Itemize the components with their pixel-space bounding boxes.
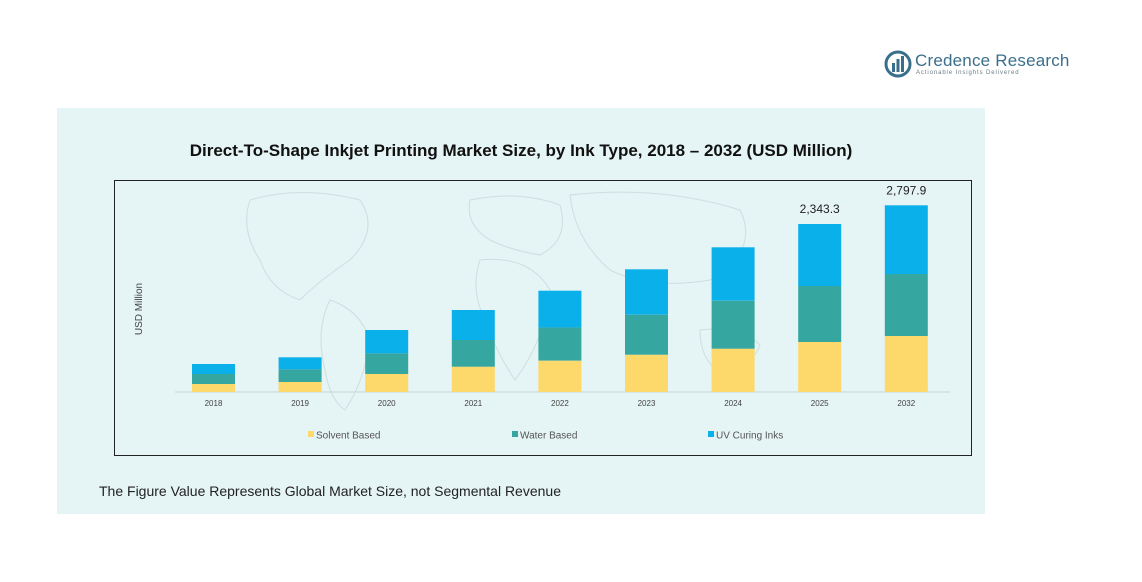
bar-solvent-based-2019 <box>278 382 322 392</box>
legend-swatch-water-based <box>512 431 518 437</box>
bar-water-based-2025 <box>798 286 842 342</box>
x-tick-label: 2032 <box>897 399 915 408</box>
x-tick-label: 2019 <box>291 399 309 408</box>
bar-water-based-2023 <box>625 314 668 355</box>
bar-water-based-2019 <box>278 369 322 382</box>
bar-uv-curing-inks-2023 <box>625 269 668 315</box>
bar-water-based-2021 <box>451 340 495 367</box>
x-tick-label: 2023 <box>638 399 656 408</box>
bar-solvent-based-2020 <box>365 374 409 392</box>
world-map-watermark <box>246 191 761 411</box>
data-label-2025: 2,343.3 <box>800 202 840 216</box>
bar-uv-curing-inks-2019 <box>278 357 322 370</box>
legend-label-uv-curing-inks: UV Curing Inks <box>716 431 783 442</box>
bar-solvent-based-2022 <box>538 360 582 392</box>
bar-uv-curing-inks-2024 <box>711 247 755 301</box>
bar-water-based-2020 <box>365 353 409 374</box>
legend-label-solvent-based: Solvent Based <box>316 431 381 442</box>
bar-uv-curing-inks-2020 <box>365 330 409 354</box>
bar-water-based-2018 <box>192 374 235 384</box>
legend-swatch-uv-curing-inks <box>708 431 714 437</box>
bar-uv-curing-inks-2018 <box>192 364 235 374</box>
x-tick-label: 2020 <box>378 399 396 408</box>
bar-water-based-2032 <box>884 274 928 336</box>
bar-solvent-based-2025 <box>798 342 842 392</box>
chart-frame <box>114 180 972 456</box>
bar-solvent-based-2021 <box>451 366 495 392</box>
bar-solvent-based-2032 <box>884 336 928 392</box>
x-tick-label: 2022 <box>551 399 569 408</box>
legend-label-water-based: Water Based <box>520 431 577 442</box>
x-tick-label: 2018 <box>205 399 223 408</box>
brand-logo: Credence Research Actionable Insights De… <box>884 50 1084 80</box>
bar-uv-curing-inks-2022 <box>538 290 582 328</box>
chart-title: Direct-To-Shape Inkjet Printing Market S… <box>189 141 853 160</box>
bar-solvent-based-2023 <box>625 354 668 392</box>
bar-chart-logo-icon <box>884 50 912 78</box>
bar-solvent-based-2018 <box>192 384 235 392</box>
bar-water-based-2022 <box>538 327 582 361</box>
bar-uv-curing-inks-2025 <box>798 224 842 286</box>
y-axis-label: USD Million <box>134 283 145 335</box>
bar-solvent-based-2024 <box>711 348 755 392</box>
data-label-2032: 2,797.9 <box>886 183 926 197</box>
brand-name: Credence Research <box>915 51 1070 70</box>
x-tick-label: 2025 <box>811 399 829 408</box>
footnote: The Figure Value Represents Global Marke… <box>99 483 561 499</box>
bar-uv-curing-inks-2021 <box>451 310 495 340</box>
brand-tagline: Actionable Insights Delivered <box>916 70 1020 76</box>
legend-swatch-solvent-based <box>308 431 314 437</box>
bar-uv-curing-inks-2032 <box>884 205 928 274</box>
x-tick-label: 2021 <box>464 399 482 408</box>
x-tick-label: 2024 <box>724 399 742 408</box>
bar-water-based-2024 <box>711 300 755 349</box>
